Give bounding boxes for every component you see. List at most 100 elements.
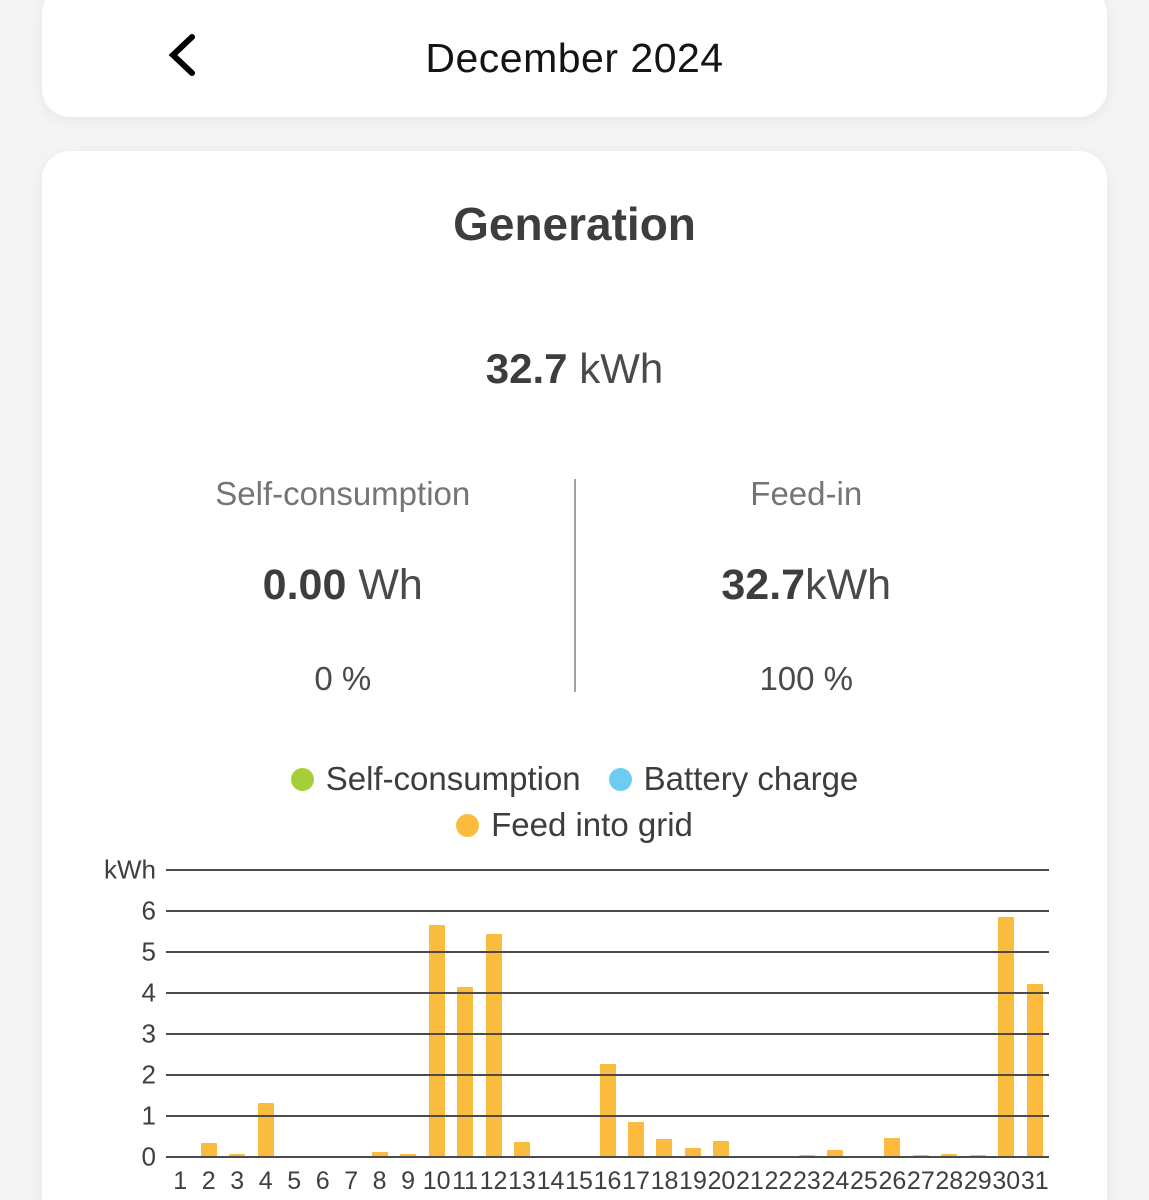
gridline-7	[166, 869, 1049, 871]
x-tick-day-1: 1	[173, 1167, 188, 1195]
x-tick-day-9: 9	[401, 1167, 416, 1195]
self-consumption-label: Self-consumption	[215, 475, 471, 512]
bar-day-12[interactable]	[485, 933, 502, 1157]
x-tick-day-16: 16	[593, 1167, 622, 1195]
legend-row-2: Feed into grid	[456, 806, 693, 844]
bar-day-4[interactable]	[257, 1102, 274, 1157]
total-generation-unit: kWh	[579, 345, 664, 392]
feed-in-percent: 100 %	[759, 660, 854, 697]
x-tick-day-3: 3	[230, 1167, 245, 1195]
gridline-6	[166, 910, 1049, 912]
bar-slot-day-14	[536, 870, 564, 1157]
chart-plot	[166, 869, 1049, 1158]
y-tick-2: 2	[141, 1059, 156, 1090]
legend-row-1: Self-consumption Battery charge	[290, 760, 859, 798]
x-tick-day-6: 6	[315, 1167, 330, 1195]
stats-row: Self-consumption 0.00 Wh 0 % Feed-in 32.…	[42, 475, 1107, 698]
self-consumption-stat: Self-consumption 0.00 Wh 0 %	[112, 475, 574, 698]
gridline-3	[166, 1033, 1049, 1035]
bar-day-17[interactable]	[627, 1122, 644, 1157]
bar-slot-day-10	[422, 870, 450, 1157]
bar-slot-day-5	[280, 870, 308, 1157]
bar-day-9[interactable]	[400, 1154, 417, 1157]
y-tick-4: 4	[141, 977, 156, 1008]
legend-label-feed-into-grid: Feed into grid	[491, 806, 693, 843]
bar-slot-day-30	[992, 870, 1020, 1157]
bar-slot-day-15	[565, 870, 593, 1157]
bar-slot-day-7	[337, 870, 365, 1157]
bar-day-11[interactable]	[457, 986, 474, 1157]
section-title: Generation	[453, 198, 696, 250]
x-tick-day-13: 13	[508, 1167, 536, 1195]
y-tick-3: 3	[141, 1018, 156, 1049]
x-tick-day-28: 28	[935, 1167, 964, 1195]
x-tick-day-15: 15	[565, 1167, 593, 1195]
y-tick-5: 5	[141, 936, 156, 967]
bar-day-18[interactable]	[656, 1138, 673, 1157]
bar-day-3[interactable]	[229, 1154, 246, 1157]
x-tick-day-7: 7	[344, 1167, 359, 1195]
x-tick-day-22: 22	[764, 1167, 793, 1195]
month-header-card: December 2024	[42, 0, 1107, 117]
self-consumption-value-line: 0.00 Wh	[112, 561, 574, 610]
bar-day-31[interactable]	[1026, 983, 1043, 1157]
generation-bar-chart: kWh 6 5 4 3 2 1 0	[42, 855, 1107, 1172]
bar-slot-day-1	[166, 870, 194, 1157]
self-consumption-dot-icon	[290, 767, 314, 791]
y-axis-unit-label: kWh	[104, 854, 156, 885]
x-tick-day-4: 4	[258, 1167, 273, 1195]
legend-item-feed-into-grid: Feed into grid	[456, 806, 693, 844]
x-tick-day-20: 20	[707, 1167, 736, 1195]
bar-day-20[interactable]	[713, 1140, 730, 1157]
x-tick-day-21: 21	[736, 1167, 764, 1195]
total-generation-value: 32.7	[485, 345, 568, 392]
legend-item-self-consumption: Self-consumption	[290, 760, 581, 798]
x-tick-day-17: 17	[622, 1167, 650, 1195]
feed-in-stat: Feed-in 32.7kWh 100 %	[576, 475, 1038, 698]
bar-slot-day-13	[508, 870, 536, 1157]
stats-divider	[573, 479, 576, 692]
bar-slot-day-25	[850, 870, 878, 1157]
y-tick-1: 1	[141, 1100, 156, 1131]
bar-day-30[interactable]	[998, 917, 1015, 1157]
y-tick-6: 6	[141, 895, 156, 926]
bar-day-26[interactable]	[884, 1138, 901, 1157]
x-tick-day-31: 31	[1020, 1167, 1049, 1195]
bar-slot-day-11	[451, 870, 479, 1157]
gridline-1	[166, 1115, 1049, 1117]
bar-day-16[interactable]	[599, 1063, 616, 1157]
bar-day-2[interactable]	[200, 1143, 217, 1157]
bar-slot-day-8	[365, 870, 393, 1157]
gridline-4	[166, 992, 1049, 994]
bar-slot-day-6	[308, 870, 336, 1157]
legend-label-self-consumption: Self-consumption	[325, 760, 581, 797]
x-tick-day-18: 18	[650, 1167, 679, 1195]
feed-in-unit: kWh	[805, 561, 892, 609]
x-tick-day-26: 26	[878, 1167, 907, 1195]
bar-slot-day-31	[1021, 870, 1049, 1157]
generation-card: Generation 32.7 kWh Self-consumption 0.0…	[42, 151, 1107, 1200]
legend-label-battery-charge: Battery charge	[643, 760, 859, 797]
bar-day-28[interactable]	[941, 1153, 958, 1157]
x-tick-day-27: 27	[906, 1167, 935, 1195]
bar-day-24[interactable]	[827, 1149, 844, 1157]
bar-slot-day-27	[907, 870, 935, 1157]
bar-slot-day-24	[821, 870, 849, 1157]
self-consumption-value: 0.00	[262, 561, 347, 609]
bar-day-8[interactable]	[371, 1152, 388, 1157]
bar-day-10[interactable]	[428, 925, 445, 1157]
self-consumption-percent: 0 %	[314, 660, 372, 697]
total-generation: 32.7 kWh	[42, 345, 1107, 393]
back-button[interactable]	[160, 30, 204, 82]
bar-slot-day-3	[223, 870, 251, 1157]
bar-day-19[interactable]	[684, 1147, 701, 1157]
bar-slot-day-29	[964, 870, 992, 1157]
bar-day-13[interactable]	[514, 1142, 531, 1157]
feed-in-label: Feed-in	[750, 475, 863, 512]
month-title: December 2024	[425, 35, 724, 81]
x-tick-day-2: 2	[201, 1167, 216, 1195]
chevron-left-icon	[165, 32, 199, 81]
chart-x-axis: 1 2 3 4 5 6 7 8 9 10 11 12 13 14 15 16 17 18 19 20 21 22 23 24 2…	[166, 1167, 1049, 1196]
x-tick-day-5: 5	[287, 1167, 302, 1195]
bar-slot-day-23	[793, 870, 821, 1157]
